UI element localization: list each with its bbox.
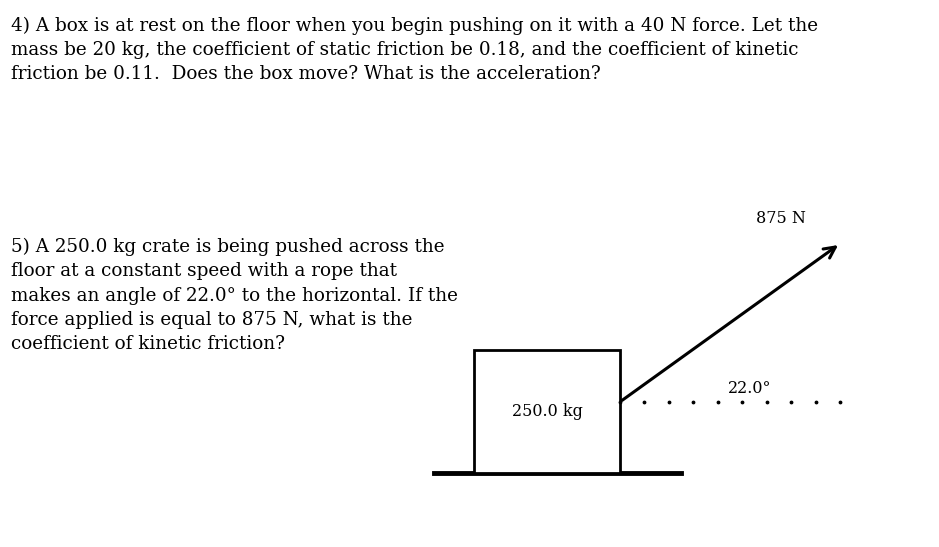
Text: 250.0 kg: 250.0 kg	[512, 403, 582, 420]
Text: 4) A box is at rest on the floor when you begin pushing on it with a 40 N force.: 4) A box is at rest on the floor when yo…	[11, 16, 819, 83]
Text: 875 N: 875 N	[756, 210, 807, 227]
Bar	[474, 350, 620, 473]
Text: 5) A 250.0 kg crate is being pushed across the
floor at a constant speed with a : 5) A 250.0 kg crate is being pushed acro…	[11, 238, 458, 353]
Text: 22.0°: 22.0°	[728, 380, 771, 397]
